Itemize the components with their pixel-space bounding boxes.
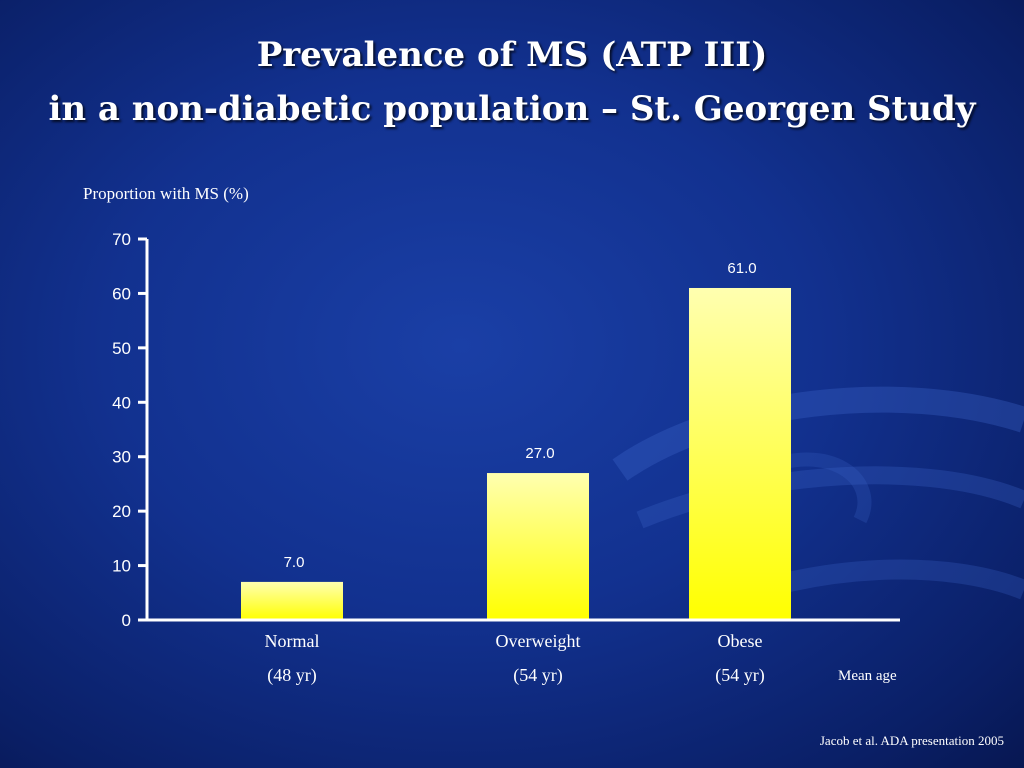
category-label-normal: Normal (48 yr) xyxy=(212,624,372,692)
source-citation: Jacob et al. ADA presentation 2005 xyxy=(819,733,1004,748)
bar-overweight xyxy=(487,473,589,620)
y-tick-label: 0 xyxy=(122,611,131,630)
bar-normal xyxy=(241,581,343,620)
bar-obese xyxy=(689,287,791,620)
category-name: Overweight xyxy=(495,631,581,651)
y-tick-label: 70 xyxy=(112,230,131,249)
value-label: 7.0 xyxy=(284,554,305,571)
slide-title: Prevalence of MS (ATP III) in a non-diab… xyxy=(0,28,1024,136)
category-name: Normal xyxy=(264,631,320,651)
value-label: 27.0 xyxy=(525,445,554,462)
y-tick-label: 40 xyxy=(112,393,131,412)
y-tick-label: 20 xyxy=(112,502,131,521)
category-label-obese: Obese (54 yr) xyxy=(660,624,820,692)
y-tick-label: 50 xyxy=(112,339,131,358)
title-line-2: in a non-diabetic population – St. Georg… xyxy=(48,89,976,129)
category-label-overweight: Overweight (54 yr) xyxy=(458,624,618,692)
y-tick-label: 30 xyxy=(112,448,131,467)
y-tick-label: 60 xyxy=(112,284,131,303)
mean-age-label: Mean age xyxy=(838,668,897,684)
category-mean-age: (54 yr) xyxy=(513,665,563,685)
category-mean-age: (48 yr) xyxy=(267,665,317,685)
value-label: 61.0 xyxy=(727,260,756,277)
y-tick-label: 10 xyxy=(112,557,131,576)
category-mean-age: (54 yr) xyxy=(715,665,765,685)
y-axis-label: Proportion with MS (%) xyxy=(83,184,249,203)
title-line-1: Prevalence of MS (ATP III) xyxy=(256,35,768,75)
category-name: Obese xyxy=(717,631,763,651)
